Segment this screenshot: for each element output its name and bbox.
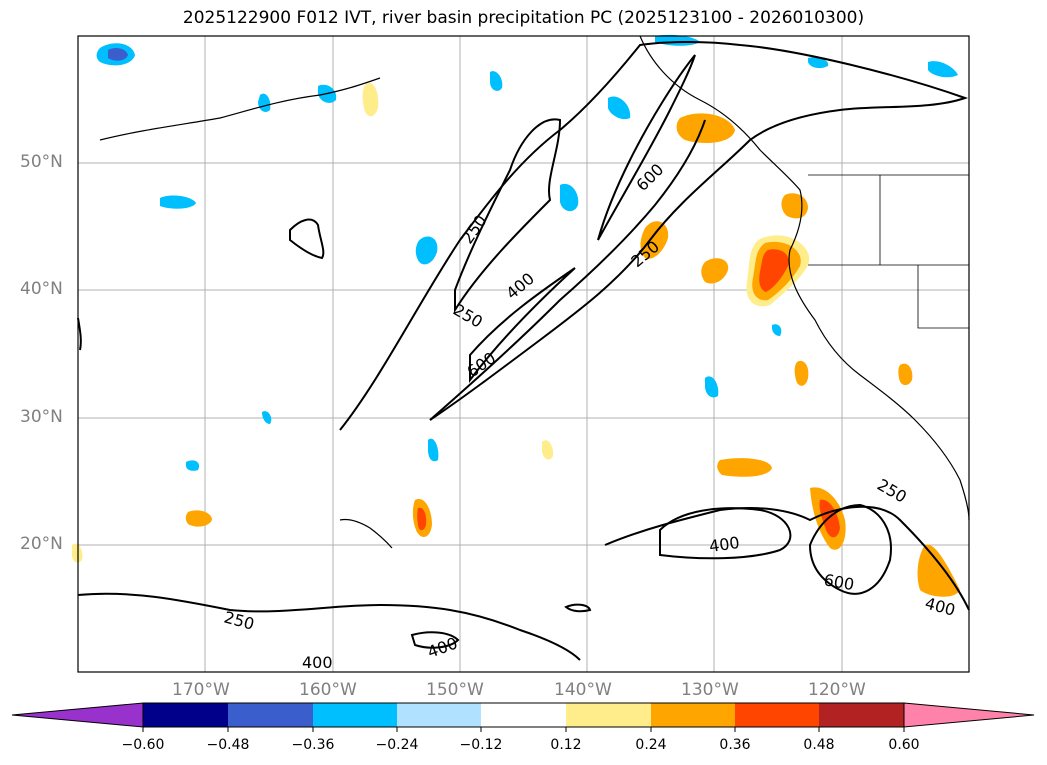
lat-label-50n: 50°N xyxy=(20,152,63,172)
lat-label-40n: 40°N xyxy=(20,279,63,299)
neg-blob-canada xyxy=(928,61,958,78)
precip-blob-west xyxy=(185,510,212,527)
colorbar-ticks xyxy=(142,727,905,732)
neg-blob-alaska-peninsula-2 xyxy=(258,93,271,113)
precip-blob-hawaii-core xyxy=(417,507,427,531)
colorbar-tick-label: 0.60 xyxy=(888,737,920,753)
neg-blob-gulf-alaska xyxy=(608,96,631,120)
contour-label: 400 xyxy=(708,533,741,556)
neg-blob-small-1 xyxy=(262,411,272,424)
lon-label-150w: 150°W xyxy=(426,680,484,700)
neg-blob-yukon xyxy=(808,57,829,69)
neg-blob-south-central xyxy=(428,438,439,462)
precip-blob-subtropics-1 xyxy=(717,458,772,477)
contour-400-south xyxy=(604,505,970,611)
precip-blob-offshore-1 xyxy=(640,221,669,259)
colorbar-tick-label: −0.36 xyxy=(291,737,335,753)
colorbar-outline xyxy=(142,702,905,728)
contour-small-loop-2 xyxy=(564,603,592,613)
neg-blob-aleutians xyxy=(160,195,196,209)
neg-blob-central-2 xyxy=(560,183,579,212)
lon-label-160w: 160°W xyxy=(299,680,357,700)
colorbar-swatch xyxy=(819,703,904,727)
neg-blob-bering-core xyxy=(108,47,128,61)
contour-400-main xyxy=(429,119,706,421)
lon-label-120w: 120°W xyxy=(808,680,866,700)
colorbar-swatch xyxy=(481,703,566,727)
contour-250-main xyxy=(339,40,969,431)
precip-blob-offshore-2 xyxy=(701,258,729,284)
colorbar-tick-label: −0.24 xyxy=(375,737,419,753)
contour-250-small-loop xyxy=(289,218,325,260)
colorbar-tick-label: 0.36 xyxy=(719,737,751,753)
lon-label-140w: 140°W xyxy=(554,680,612,700)
lon-label-130w: 130°W xyxy=(681,680,739,700)
lat-label-20n: 20°N xyxy=(20,534,63,554)
precip-blob-socal xyxy=(898,363,913,386)
hawaii-islands xyxy=(339,518,393,549)
colorbar-tick-label: −0.60 xyxy=(121,737,165,753)
neg-blob-east-pacific xyxy=(705,376,719,398)
neg-blob-small-3 xyxy=(772,324,782,336)
colorbar-tick-label: −0.12 xyxy=(459,737,503,753)
colorbar-swatch xyxy=(735,703,819,727)
contour-400-south-loop xyxy=(659,507,792,560)
colorbar-swatch xyxy=(651,703,735,727)
precip-blob-subtropics-2-core xyxy=(819,499,840,538)
aleutian-chain xyxy=(99,77,381,141)
precip-blob-nw-coast-core xyxy=(759,249,789,292)
neg-blob-central-1 xyxy=(415,236,438,265)
contour-250-south xyxy=(77,592,581,661)
map-title: 2025122900 F012 IVT, river basin precipi… xyxy=(182,8,865,28)
neg-blob-small-2 xyxy=(186,460,200,471)
colorbar-tick-label: −0.48 xyxy=(206,737,250,753)
precip-blob-alaska-west xyxy=(362,82,379,117)
precip-blob-small-1 xyxy=(542,440,554,460)
colorbar-swatch xyxy=(566,703,651,727)
map-frame xyxy=(77,35,970,673)
coastlines xyxy=(99,35,970,549)
precip-blob-offshore-3 xyxy=(794,360,809,386)
colorbar-swatch xyxy=(143,703,228,727)
colorbar xyxy=(11,702,1035,732)
contour-250-inner xyxy=(454,118,562,314)
contour-400-small-loop xyxy=(410,631,460,649)
contour-600-south-loop xyxy=(808,503,892,595)
colorbar-swatch xyxy=(397,703,481,727)
north-america-west-coast xyxy=(639,35,970,521)
colorbar-low-extend xyxy=(11,702,144,728)
lat-label-30n: 30°N xyxy=(20,407,63,427)
contour-600-southwest xyxy=(469,267,576,383)
ivt-contours xyxy=(77,40,970,661)
colorbar-swatch xyxy=(313,703,397,727)
colorbar-tick-label: 0.24 xyxy=(635,737,667,753)
neg-blob-alaska-south xyxy=(490,71,503,91)
precip-blob-mexico xyxy=(917,544,960,597)
contour-label: 400 xyxy=(302,653,333,672)
precip-blob-edge xyxy=(72,543,83,563)
colorbar-swatch xyxy=(228,703,313,727)
state-borders xyxy=(808,174,969,329)
precip-blob-alaska-panhandle xyxy=(676,113,735,143)
colorbar-tick-label: 0.12 xyxy=(550,737,582,753)
lon-label-170w: 170°W xyxy=(172,680,230,700)
contour-600-north xyxy=(597,54,696,241)
colorbar-high-extend xyxy=(903,702,1035,728)
colorbar-tick-label: 0.48 xyxy=(803,737,835,753)
